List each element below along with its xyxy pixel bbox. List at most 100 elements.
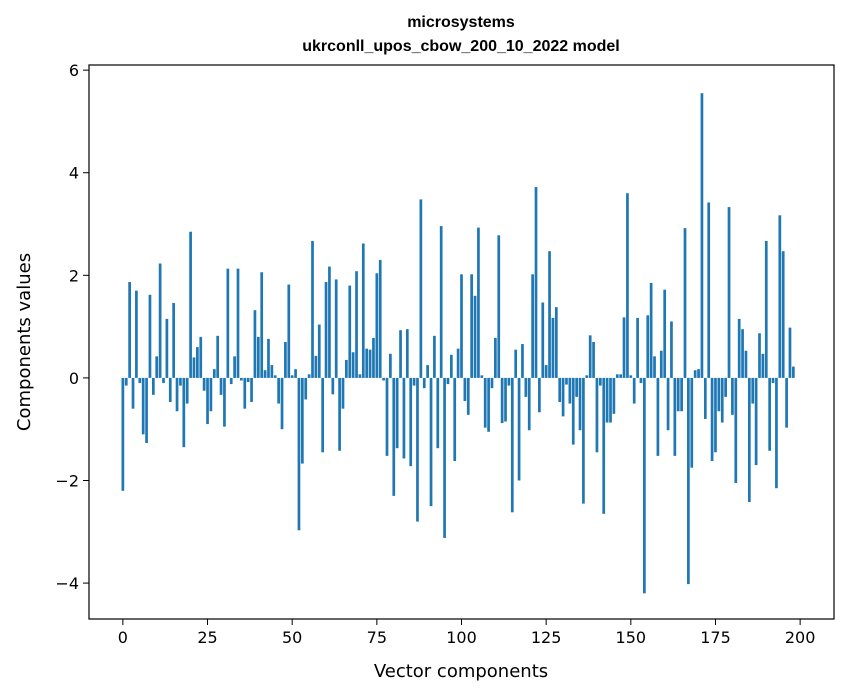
y-tick-label: −2 [55,472,79,491]
bar-64 [338,377,341,451]
bar-46 [277,377,280,404]
bar-63 [334,279,338,378]
bar-8 [148,294,152,378]
y-axis-ticks: −4 −2 0 2 4 6 [55,61,89,593]
bar-154 [643,377,646,594]
bar-115 [510,377,514,513]
bar-82 [399,330,402,378]
bar-90 [426,365,429,378]
bar-107 [483,377,487,428]
bar-102 [466,377,470,415]
bar-131 [565,377,568,385]
bar-33 [233,356,236,378]
bar-116 [514,349,518,378]
bar-174 [710,377,714,462]
bar-165 [680,377,683,412]
bar-163 [673,377,677,456]
bar-181 [734,377,738,484]
bar-7 [145,377,148,444]
bar-194 [778,215,782,378]
bar-114 [507,377,511,386]
bar-45 [273,375,277,378]
bar-173 [707,202,711,378]
bar-119 [524,377,528,397]
bar-76 [378,259,382,378]
bar-60 [324,281,328,378]
bar-79 [389,353,392,378]
bar-61 [328,266,331,378]
bar-10 [155,356,159,378]
bar-178 [724,377,727,397]
bar-196 [785,377,788,428]
bar-118 [521,344,524,378]
bar-128 [554,307,558,378]
bar-12 [162,377,165,384]
bar-89 [422,377,426,389]
bar-197 [788,327,792,378]
bar-9 [151,377,155,395]
bar-21 [192,357,196,378]
bar-57 [314,355,318,378]
bar-31 [226,268,230,378]
bar-198 [792,366,795,378]
bar-187 [754,377,758,466]
bar-68 [351,352,355,378]
bar-30 [223,377,226,427]
bar-99 [456,348,460,378]
bar-24 [202,377,206,391]
bar-171 [700,93,704,378]
chart-subtitle: ukrconll_upos_cbow_200_10_2022 model [302,38,619,55]
bar-100 [460,274,463,378]
bar-71 [361,243,365,378]
bar-19 [185,377,189,404]
bar-108 [487,377,490,432]
x-tick-label: 0 [118,628,128,647]
bar-48 [284,342,287,378]
bars-group [121,93,795,594]
bar-130 [561,377,565,417]
bar-20 [189,231,192,378]
bar-143 [605,377,609,423]
bar-162 [670,321,673,378]
bar-191 [768,377,772,451]
bar-117 [517,377,521,481]
bar-23 [199,336,203,378]
bar-167 [687,377,690,585]
x-tick-label: 25 [197,628,217,647]
bar-74 [372,337,375,378]
bar-136 [582,377,585,504]
bar-105 [477,227,480,378]
bar-176 [717,377,721,412]
bar-179 [727,207,731,378]
bar-145 [612,377,616,414]
bar-112 [500,377,504,424]
bar-92 [433,335,436,378]
bar-26 [209,377,213,412]
y-tick-label: −4 [55,574,79,593]
bar-137 [585,375,589,378]
bar-111 [497,235,501,378]
bar-120 [527,377,531,431]
bar-43 [267,338,270,378]
bar-144 [609,377,612,423]
bar-122 [534,187,538,378]
bar-53 [300,377,304,464]
bar-149 [626,193,629,378]
bar-152 [636,317,639,378]
bar-1 [124,377,128,386]
bar-36 [243,377,247,409]
bar-83 [402,377,406,459]
bar-169 [693,370,697,378]
bar-72 [365,348,369,378]
bar-155 [646,315,650,378]
bar-159 [659,350,663,378]
bar-11 [158,263,162,378]
bar-3 [131,377,135,409]
bar-134 [575,377,578,397]
bar-14 [168,377,172,403]
bar-18 [182,377,186,448]
bar-38 [250,377,253,403]
bar-182 [737,318,741,378]
bar-66 [345,359,348,378]
